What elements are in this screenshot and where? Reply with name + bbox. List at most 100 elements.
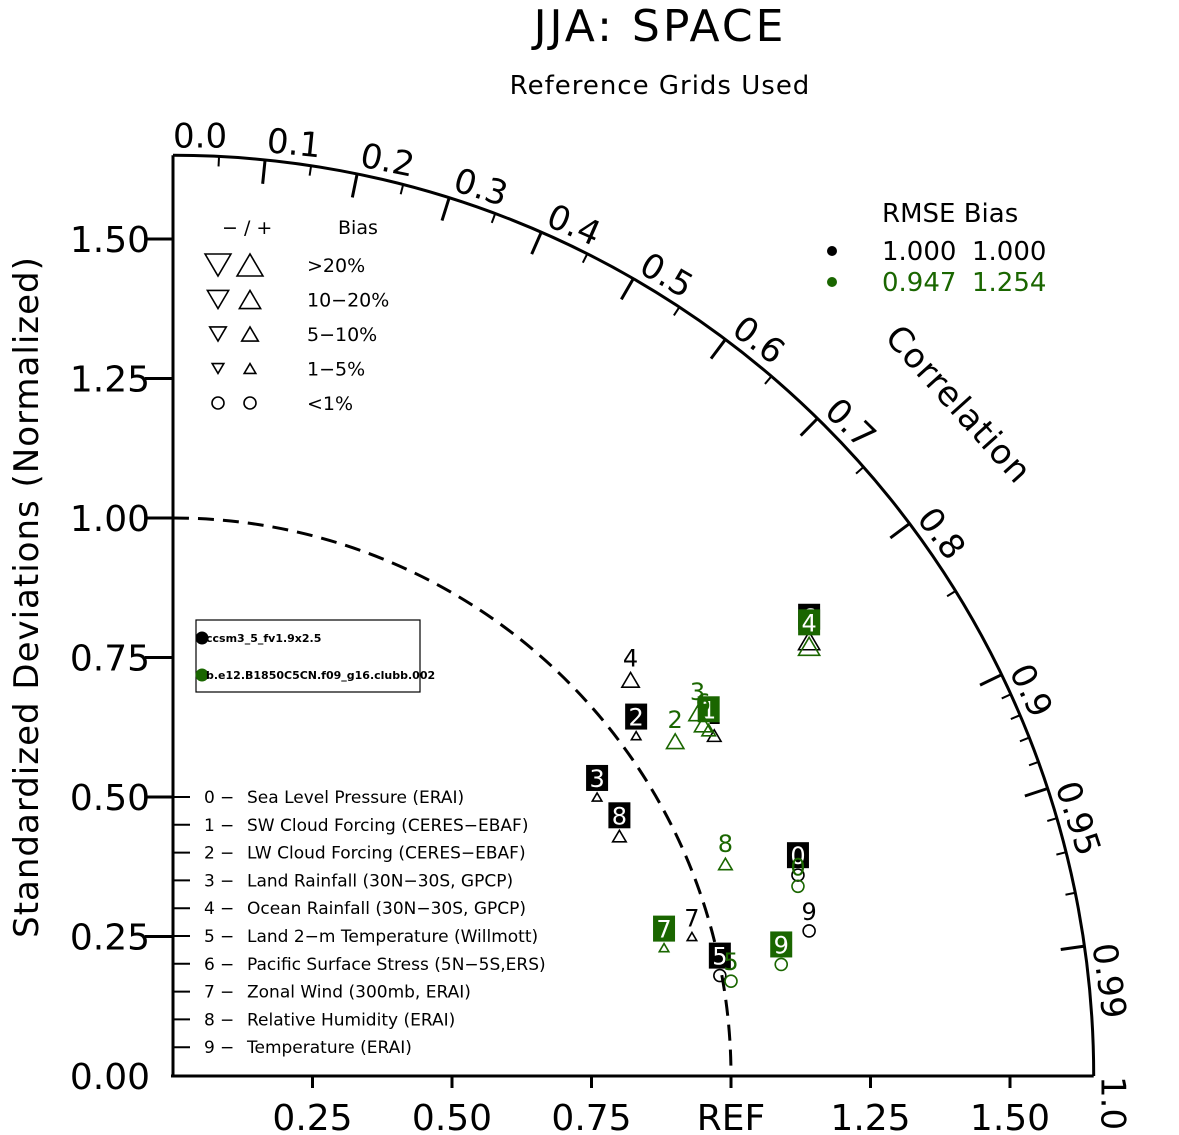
rmse-row-dot [827, 277, 837, 287]
correlation-minor-tick [764, 375, 773, 385]
variable-legend-id: 7 [204, 983, 215, 1003]
correlation-major-tick [440, 197, 451, 222]
data-point-label: 8 [718, 830, 733, 858]
variable-legend-id: 6 [204, 955, 215, 975]
x-tick-label: 0.50 [412, 1098, 492, 1135]
data-point-label-box [708, 942, 731, 969]
variable-legend-name: Sea Level Pressure (ERAI) [247, 788, 464, 808]
variable-legend-id: 5 [204, 927, 215, 947]
data-point-label: 6 [695, 689, 710, 717]
correlation-minor-tick [490, 213, 497, 224]
variable-legend-name: Land Rainfall (30N−30S, GPCP) [247, 871, 513, 891]
data-point-label: 0 [790, 853, 805, 881]
correlation-major-tick [709, 338, 727, 360]
y-tick-label: 1.50 [70, 220, 150, 261]
data-point-marker [791, 879, 805, 894]
y-tick-label: 0.00 [70, 1057, 150, 1098]
data-point-marker [797, 630, 822, 651]
variable-legend-name: Zonal Wind (300mb, ERAI) [247, 983, 471, 1003]
data-point-marker [717, 856, 734, 871]
data-point-label: 4 [623, 644, 638, 672]
data-point-label-box [770, 931, 793, 958]
data-point-label: 3 [589, 765, 604, 793]
bias-value: 1.254 [972, 268, 1046, 298]
variable-legend-dash: − [220, 844, 234, 864]
case-legend-label: ccsm3_5_fv1.9x2.5 [206, 632, 321, 645]
x-tick-label: REF [697, 1098, 765, 1135]
data-point-marker [791, 868, 805, 882]
bias-range-label: <1% [307, 393, 353, 415]
correlation-minor-tick [1019, 736, 1030, 743]
correlation-minor-tick [399, 184, 405, 195]
data-point-marker [629, 729, 643, 741]
chart-title: JJA: SPACE [531, 1, 787, 52]
correlation-major-tick [530, 231, 543, 255]
down-triangle-icon [205, 289, 231, 311]
up-triangle-icon [235, 252, 265, 277]
data-point-marker [774, 957, 789, 972]
case-legend-label: b.e12.B1850C5CN.f09_g16.clubb.002 [206, 669, 435, 682]
data-point-label-box [586, 764, 609, 791]
data-point-marker [687, 704, 708, 722]
variable-legend-name: Ocean Rainfall (30N−30S, GPCP) [247, 899, 526, 919]
data-point-label-box [798, 609, 821, 636]
data-point-label: 2 [668, 706, 683, 734]
variable-legend-name: Relative Humidity (ERAI) [247, 1010, 455, 1030]
data-point-marker [620, 670, 641, 688]
rmse-value: 1.000 [882, 237, 956, 267]
y-axis-title: Standardized Deviations (Normalized) [7, 256, 47, 938]
variable-legend-name: Land 2−m Temperature (Willmott) [247, 927, 538, 947]
data-point-marker [657, 942, 671, 953]
data-point-label: 3 [690, 678, 705, 706]
outer-arc [172, 153, 1096, 1077]
correlation-minor-tick [1046, 817, 1058, 822]
circle-icon [243, 396, 257, 410]
correlation-minor-tick [673, 306, 681, 316]
correlation-major-tick [799, 417, 819, 437]
variable-legend-dash: − [220, 1010, 234, 1030]
variable-legend-id: 3 [204, 871, 215, 891]
correlation-major-tick [350, 173, 359, 198]
variable-legend-id: 2 [204, 844, 215, 864]
up-triangle-icon [240, 325, 260, 342]
variable-legend-dash: − [220, 927, 234, 947]
data-point-label: 7 [656, 916, 671, 944]
variable-legend-id: 4 [204, 899, 215, 919]
bias-legend-header: Bias [338, 217, 378, 239]
y-tick-label: 0.50 [70, 778, 150, 819]
data-point-marker [802, 924, 816, 938]
data-point-label: 4 [801, 609, 816, 637]
correlation-minor-tick [217, 156, 221, 167]
x-tick-label: 1.25 [830, 1098, 910, 1135]
bias-range-label: 5−10% [307, 324, 377, 346]
correlation-major-tick [889, 522, 911, 540]
data-point-label: 8 [612, 802, 627, 830]
data-point-label: 9 [801, 898, 816, 926]
correlation-tick-label: 0.1 [265, 121, 323, 166]
down-triangle-icon [208, 326, 228, 343]
data-point-label-box [625, 703, 648, 730]
bias-value: 1.000 [972, 237, 1046, 267]
data-point-label-box [653, 915, 676, 942]
data-point-label-box [786, 842, 809, 869]
variable-legend: 0− Sea Level Pressure (ERAI)1− SW Cloud Fo… [173, 788, 546, 1058]
correlation-minor-tick [855, 466, 865, 475]
bias-legend-signs: − / + [222, 217, 272, 239]
case-legend: ccsm3_5_fv1.9x2.5 b.e12.B1850C5CN.f09_g16… [195, 619, 435, 693]
correlation-major-tick [979, 673, 1003, 687]
correlation-minor-tick [1028, 760, 1039, 767]
data-point-marker [611, 828, 628, 843]
bias-size-legend: − / + Bias >20% 10−20% 5−10% 1−5% <1% [203, 217, 389, 415]
data-point-marker [590, 791, 604, 802]
rmse-table-header: RMSE Bias [882, 199, 1018, 229]
variable-legend-dash: − [220, 816, 234, 836]
variable-legend-id: 8 [204, 1010, 215, 1030]
variable-legend-dash: − [220, 899, 234, 919]
data-point-label: 7 [684, 904, 699, 932]
variable-legend-dash: − [220, 1038, 234, 1058]
down-triangle-icon [210, 362, 226, 376]
bias-range-label: 10−20% [307, 290, 389, 312]
